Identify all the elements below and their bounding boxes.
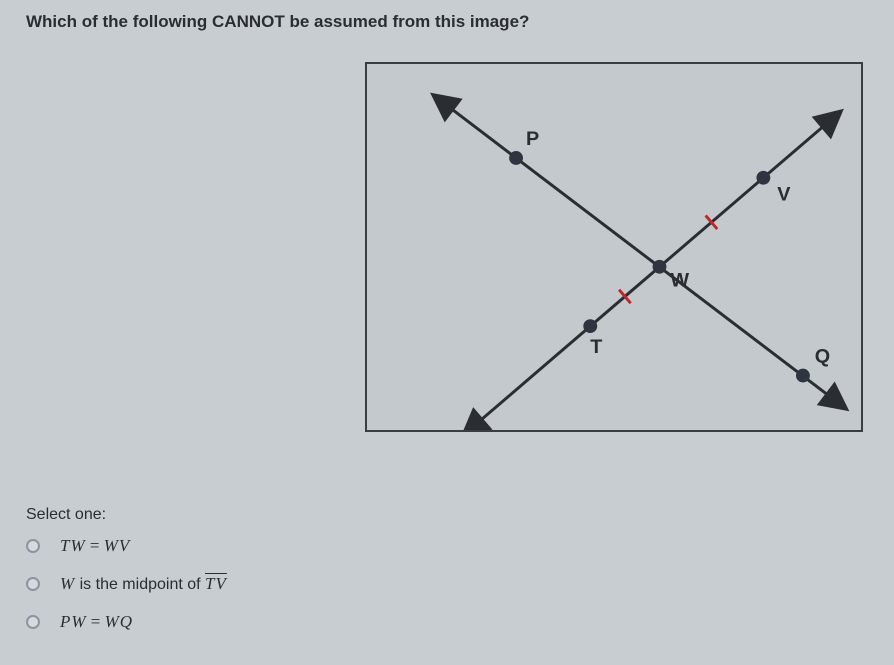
diagram-frame: P Q T V W (365, 62, 863, 432)
option-b[interactable]: W is the midpoint of TV (26, 574, 227, 594)
option-c[interactable]: PW = WQ (26, 612, 227, 632)
question-text: Which of the following CANNOT be assumed… (26, 12, 529, 32)
radio-b[interactable] (26, 577, 40, 591)
radio-a[interactable] (26, 539, 40, 553)
select-one-label: Select one: (26, 506, 106, 524)
svg-text:P: P (526, 128, 539, 150)
svg-text:V: V (777, 184, 791, 206)
option-a[interactable]: TW = WV (26, 536, 227, 556)
svg-text:W: W (670, 270, 689, 292)
option-a-label: TW = WV (60, 536, 130, 556)
svg-text:Q: Q (815, 346, 830, 368)
svg-text:T: T (590, 336, 602, 358)
geometry-diagram: P Q T V W (367, 64, 861, 430)
options-list: TW = WV W is the midpoint of TV PW = WQ (26, 536, 227, 650)
radio-c[interactable] (26, 615, 40, 629)
option-c-label: PW = WQ (60, 612, 133, 632)
option-b-label: W is the midpoint of TV (60, 574, 227, 594)
